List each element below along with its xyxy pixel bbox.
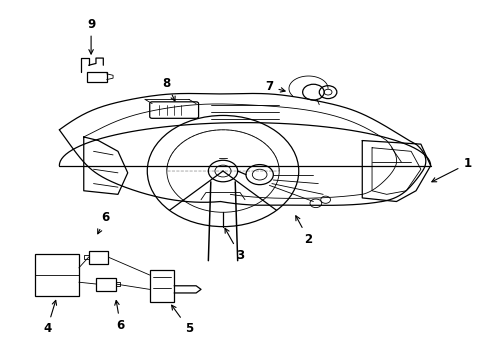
Bar [96, 278, 116, 291]
Bar [89, 251, 108, 264]
Text: 2: 2 [296, 216, 313, 246]
Text: 1: 1 [432, 157, 471, 182]
Bar [87, 72, 107, 82]
Bar [35, 255, 79, 296]
Text: 8: 8 [163, 77, 175, 101]
Text: 6: 6 [98, 211, 110, 234]
Bar [150, 270, 174, 302]
Text: 6: 6 [115, 301, 124, 332]
Text: 4: 4 [43, 300, 56, 335]
Text: 7: 7 [266, 80, 285, 93]
Text: 3: 3 [225, 228, 244, 262]
Text: 9: 9 [87, 18, 95, 54]
Text: 5: 5 [172, 305, 193, 335]
